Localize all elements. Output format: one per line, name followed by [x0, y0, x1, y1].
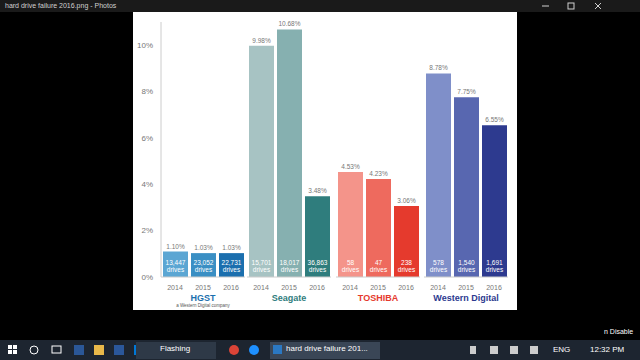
svg-text:4.53%: 4.53% — [341, 163, 360, 170]
svg-text:8%: 8% — [141, 87, 153, 96]
svg-text:2014: 2014 — [342, 284, 358, 291]
svg-text:3.48%: 3.48% — [308, 187, 327, 194]
svg-text:4%: 4% — [141, 180, 153, 189]
svg-text:47drives: 47drives — [370, 259, 388, 273]
svg-text:18,017drives: 18,017drives — [280, 259, 300, 273]
svg-text:6.55%: 6.55% — [485, 116, 504, 123]
svg-text:36,863drives: 36,863drives — [308, 259, 328, 273]
svg-text:13,447drives: 13,447drives — [166, 259, 186, 273]
html-text:TOSHIBA: TOSHIBA — [357, 293, 399, 303]
html-text:ENG: ENG — [553, 345, 571, 354]
svg-text:578drives: 578drives — [430, 259, 448, 273]
html-text:hard drive failure 2016.png -: hard drive failure 2016.png - Photos — [5, 2, 117, 9]
html-text:HGST: HGST — [190, 293, 216, 303]
svg-text:2014: 2014 — [167, 284, 183, 291]
svg-text:23,052drives: 23,052drives — [194, 259, 214, 273]
svg-text:4.23%: 4.23% — [369, 170, 388, 177]
html-text:hard drive failure 201...: hard drive failure 201... — [286, 344, 368, 353]
svg-text:1.03%: 1.03% — [222, 244, 241, 251]
svg-text:2016: 2016 — [223, 284, 239, 291]
svg-text:10.68%: 10.68% — [278, 20, 300, 27]
svg-text:2014: 2014 — [253, 284, 269, 291]
svg-text:2016: 2016 — [486, 284, 502, 291]
svg-text:3.06%: 3.06% — [397, 197, 416, 204]
svg-text:2015: 2015 — [370, 284, 386, 291]
svg-text:1.03%: 1.03% — [194, 244, 213, 251]
html-text:n Disable: n Disable — [604, 328, 634, 335]
html-text:Seagate: Seagate — [271, 293, 307, 303]
svg-text:238drives: 238drives — [398, 259, 416, 273]
svg-text:6%: 6% — [141, 134, 153, 143]
svg-text:9.98%: 9.98% — [252, 37, 271, 44]
svg-text:2%: 2% — [141, 226, 153, 235]
html-text:Flashing: Flashing — [160, 344, 191, 353]
svg-text:58drives: 58drives — [342, 259, 360, 273]
svg-text:10%: 10% — [137, 41, 153, 50]
svg-text:2016: 2016 — [309, 284, 325, 291]
svg-text:2016: 2016 — [398, 284, 414, 291]
svg-text:22,731drives: 22,731drives — [222, 259, 242, 273]
svg-text:2014: 2014 — [430, 284, 446, 291]
svg-text:7.75%: 7.75% — [457, 88, 476, 95]
svg-text:15,701drives: 15,701drives — [252, 259, 272, 273]
svg-text:2015: 2015 — [458, 284, 474, 291]
html-text:12:32 PM: 12:32 PM — [590, 345, 625, 354]
svg-text:0%: 0% — [141, 273, 153, 282]
svg-text:1,691drives: 1,691drives — [486, 259, 504, 273]
html-text:Western Digital: Western Digital — [433, 293, 499, 303]
svg-text:8.78%: 8.78% — [429, 64, 448, 71]
html-text:a Western Digital company: a Western Digital company — [176, 303, 230, 308]
svg-text:1,540drives: 1,540drives — [458, 259, 476, 273]
svg-text:2015: 2015 — [195, 284, 211, 291]
svg-text:2015: 2015 — [281, 284, 297, 291]
svg-text:1.10%: 1.10% — [166, 243, 185, 250]
